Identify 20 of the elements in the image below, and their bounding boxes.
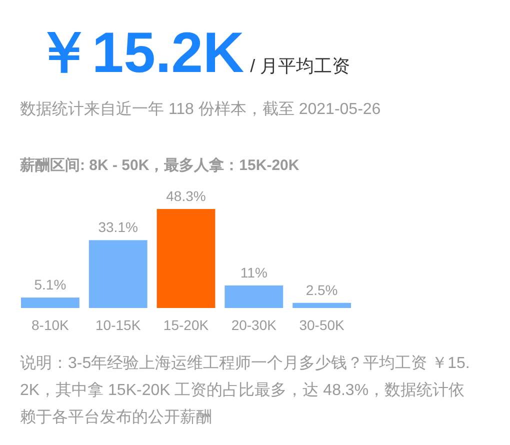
x-tick-label: 15-20K (163, 317, 210, 333)
text: 说明：3-5年经验上海运维工程师一个月多少钱？平均工资 ￥15.2K，其中拿 15K-20K 工资的占比最多，达 48.3%，数据统计依赖于各平台发布的公开薪酬 (20, 354, 470, 426)
bar (88, 240, 148, 308)
bar (292, 302, 351, 308)
chart-subtitle: / 月平均工资 (250, 56, 350, 76)
data-label: 2.5% (306, 282, 338, 298)
chart-title: ￥15.2K (35, 21, 244, 85)
data-label: 33.1% (98, 219, 138, 236)
x-tick-label: 30-50K (299, 317, 346, 333)
x-tick-label: 10-15K (96, 317, 142, 333)
x-tick-label: 8-10K (32, 317, 70, 333)
data-label: 5.1% (34, 276, 66, 293)
data-label: 11% (240, 264, 268, 280)
data-label: 48.3% (166, 188, 206, 204)
bar (156, 209, 216, 308)
x-tick-label: 20-30K (231, 317, 278, 333)
text: 薪酬区间: 8K - 50K，最多人拿：15K-20K (19, 157, 300, 174)
bar (224, 285, 284, 308)
text: 数据统计来自近一年 118 份样本，截至 2021-05-26 (20, 100, 381, 118)
bar (21, 298, 80, 308)
